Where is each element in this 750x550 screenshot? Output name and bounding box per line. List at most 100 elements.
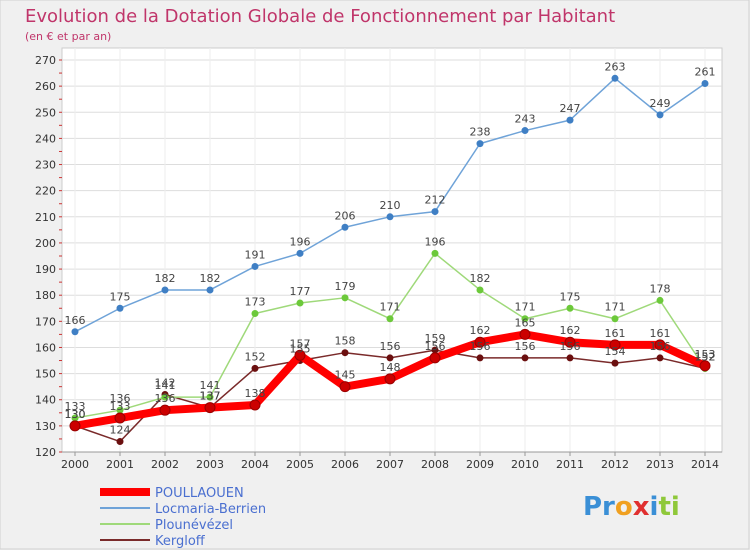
data-point-ploun-v-zel [296, 299, 304, 307]
plot-area [61, 47, 723, 453]
data-label-locmaria-berrien: 191 [245, 248, 266, 261]
x-tick-label: 2006 [331, 458, 359, 471]
data-label-ploun-v-zel: 171 [380, 301, 401, 314]
legend: POULLAOUEN Locmaria-Berrien Plounévézel … [100, 486, 266, 549]
data-point-locmaria-berrien [386, 213, 394, 221]
x-tick-label: 2007 [376, 458, 404, 471]
data-point-ploun-v-zel [431, 249, 439, 257]
y-tick-label: 240 [35, 132, 56, 145]
legend-label-locmaria-berrien: Locmaria-Berrien [155, 502, 266, 517]
y-tick-label: 260 [35, 80, 56, 93]
data-label-poullaouen: 162 [470, 324, 491, 337]
x-tick-label: 2004 [241, 458, 269, 471]
x-tick-label: 2014 [691, 458, 719, 471]
data-point-poullaouen [654, 339, 666, 351]
data-point-ploun-v-zel [566, 304, 574, 312]
data-label-kergloff: 154 [605, 345, 626, 358]
y-tick-label: 170 [35, 315, 56, 328]
data-label-kergloff: 159 [425, 332, 446, 345]
data-point-locmaria-berrien [566, 116, 574, 124]
data-label-kergloff: 124 [110, 424, 131, 437]
data-point-locmaria-berrien [206, 286, 214, 294]
data-point-kergloff [431, 346, 439, 354]
data-point-poullaouen [384, 373, 396, 385]
data-label-locmaria-berrien: 196 [290, 235, 311, 248]
x-tick-label: 2012 [601, 458, 629, 471]
data-point-poullaouen [339, 381, 351, 393]
y-tick-label: 180 [35, 289, 56, 302]
data-label-kergloff: 152 [245, 350, 266, 363]
data-label-poullaouen: 130 [65, 408, 86, 421]
data-label-locmaria-berrien: 210 [380, 199, 401, 212]
data-label-poullaouen: 153 [695, 348, 716, 361]
x-tick-label: 2010 [511, 458, 539, 471]
data-label-locmaria-berrien: 263 [605, 60, 626, 73]
data-point-poullaouen [69, 420, 81, 432]
data-point-kergloff [116, 438, 124, 446]
data-point-ploun-v-zel [656, 296, 664, 304]
data-label-ploun-v-zel: 179 [335, 280, 356, 293]
data-label-poullaouen: 162 [560, 324, 581, 337]
data-label-locmaria-berrien: 243 [515, 113, 536, 126]
data-point-locmaria-berrien [71, 328, 79, 336]
y-tick-label: 130 [35, 420, 56, 433]
data-point-locmaria-berrien [701, 80, 709, 88]
series-layer [69, 74, 711, 446]
data-point-kergloff [611, 359, 619, 367]
y-tick-label: 190 [35, 263, 56, 276]
data-point-poullaouen [429, 352, 441, 364]
data-label-ploun-v-zel: 177 [290, 285, 311, 298]
data-point-ploun-v-zel [341, 294, 349, 302]
data-label-poullaouen: 157 [290, 337, 311, 350]
data-label-poullaouen: 133 [110, 400, 131, 413]
data-point-locmaria-berrien [296, 249, 304, 257]
data-point-poullaouen [474, 336, 486, 348]
data-point-locmaria-berrien [116, 304, 124, 312]
data-label-locmaria-berrien: 206 [335, 209, 356, 222]
data-point-poullaouen [204, 402, 216, 414]
data-point-kergloff [251, 364, 259, 372]
data-point-ploun-v-zel [161, 393, 169, 401]
data-label-kergloff: 156 [560, 340, 581, 353]
x-tick-label: 2001 [106, 458, 134, 471]
y-tick-label: 210 [35, 211, 56, 224]
data-point-poullaouen [699, 360, 711, 372]
y-tick-label: 140 [35, 394, 56, 407]
data-label-ploun-v-zel: 171 [605, 301, 626, 314]
data-point-kergloff [521, 354, 529, 362]
y-tick-label: 120 [35, 446, 56, 459]
data-point-kergloff [341, 349, 349, 357]
data-label-ploun-v-zel: 141 [200, 379, 221, 392]
data-label-locmaria-berrien: 238 [470, 126, 491, 139]
x-tick-label: 2013 [646, 458, 674, 471]
data-label-ploun-v-zel: 175 [560, 290, 581, 303]
svg-text:Proxiti: Proxiti [583, 492, 680, 522]
data-label-locmaria-berrien: 182 [200, 272, 221, 285]
data-point-kergloff [476, 354, 484, 362]
data-label-ploun-v-zel: 141 [155, 379, 176, 392]
data-label-locmaria-berrien: 247 [560, 102, 581, 115]
data-point-locmaria-berrien [341, 223, 349, 231]
data-label-poullaouen: 145 [335, 369, 356, 382]
data-label-locmaria-berrien: 212 [425, 194, 446, 207]
chart-title: Evolution de la Dotation Globale de Fonc… [25, 6, 615, 27]
data-label-kergloff: 155 [290, 343, 311, 356]
data-point-poullaouen [159, 404, 171, 416]
data-point-poullaouen [114, 412, 126, 424]
legend-label-plounevezel: Plounévézel [155, 518, 233, 533]
y-axis: 120 130 140 150 160 170 180 190 200 210 220 230 240 2… [35, 54, 62, 459]
proxiti-logo: Proxiti [583, 492, 680, 522]
x-tick-label: 2008 [421, 458, 449, 471]
data-point-ploun-v-zel [206, 393, 214, 401]
data-point-ploun-v-zel [476, 286, 484, 294]
data-label-ploun-v-zel: 133 [65, 400, 86, 413]
data-point-ploun-v-zel [251, 309, 259, 317]
data-label-kergloff: 137 [200, 390, 221, 403]
x-tick-label: 2000 [61, 458, 89, 471]
data-point-ploun-v-zel [521, 315, 529, 323]
data-label-ploun-v-zel: 182 [470, 272, 491, 285]
data-label-kergloff: 130 [65, 408, 86, 421]
x-tick-label: 2002 [151, 458, 179, 471]
data-label-kergloff: 142 [155, 377, 176, 390]
